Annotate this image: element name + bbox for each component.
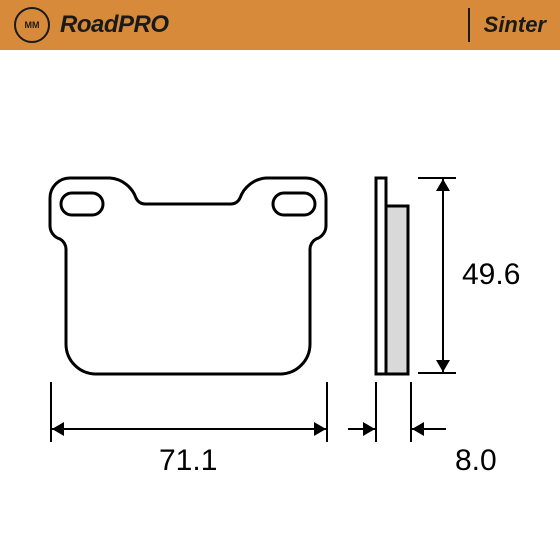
width-value: 71.1 bbox=[155, 444, 221, 478]
header-bar: MM RoadPRO Sinter bbox=[0, 0, 560, 50]
brake-pad-front-view bbox=[48, 176, 328, 376]
header-right: Sinter bbox=[468, 8, 546, 42]
height-value: 49.6 bbox=[462, 258, 520, 292]
brand-name: RoadPRO bbox=[60, 11, 169, 39]
logo-text: MM bbox=[25, 20, 40, 30]
brand-suffix: PRO bbox=[118, 11, 169, 38]
technical-diagram: 71.1 49.6 8.0 bbox=[0, 50, 560, 560]
thickness-value: 8.0 bbox=[455, 444, 497, 478]
brand-prefix: Road bbox=[60, 11, 118, 38]
header-left: MM RoadPRO bbox=[14, 7, 169, 43]
header-divider bbox=[468, 8, 470, 42]
brand-logo-icon: MM bbox=[14, 7, 50, 43]
brake-pad-side-view bbox=[374, 176, 414, 376]
variant-label: Sinter bbox=[484, 12, 546, 38]
